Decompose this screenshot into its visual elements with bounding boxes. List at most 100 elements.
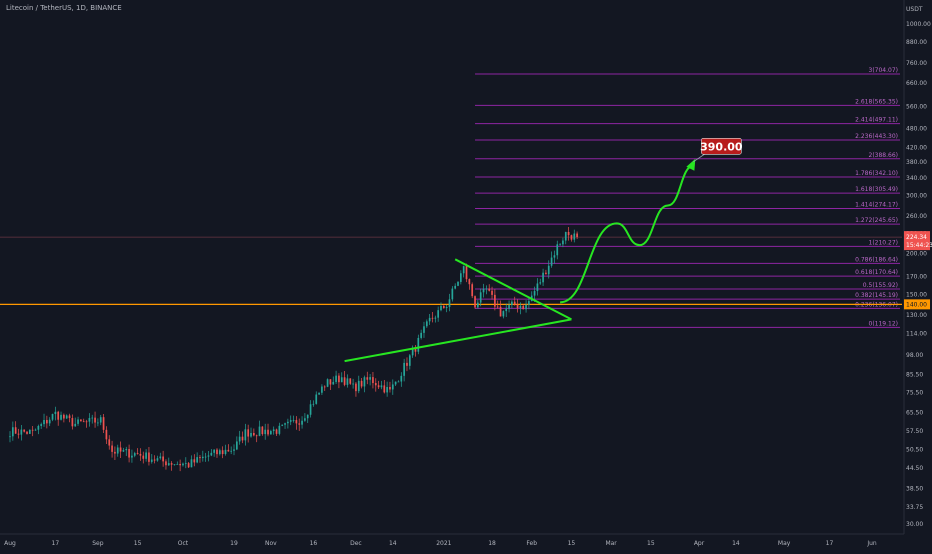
candle-body: [48, 419, 51, 424]
candle-body: [216, 449, 218, 455]
candle-body: [304, 418, 306, 421]
candle-body: [556, 244, 559, 256]
price-tick-label: 300.00: [906, 193, 927, 200]
candle-body: [46, 419, 48, 424]
time-tick-label: 17: [826, 540, 834, 547]
candle-body: [289, 420, 292, 422]
time-tick-label: 18: [488, 540, 496, 547]
candle-body: [357, 380, 360, 392]
trendline-falling: [454, 258, 572, 321]
candle-body: [298, 423, 301, 425]
candle-body: [403, 362, 405, 376]
candle-body: [315, 394, 318, 404]
candle-body: [102, 417, 105, 430]
candle-body: [306, 414, 309, 419]
price-tick-label: 420.00: [906, 145, 927, 152]
candle-body: [159, 456, 162, 459]
price-tick-label: 65.50: [906, 410, 923, 417]
candle-body: [156, 458, 159, 461]
price-tick-label: 38.50: [906, 485, 923, 492]
candle-body: [326, 379, 329, 387]
candle-body: [318, 392, 320, 395]
candle-body: [40, 424, 43, 426]
fib-level-label: 2.618(565.35): [855, 98, 898, 105]
fib-level-label: 1.618(305.49): [855, 186, 898, 193]
price-tick-label: 200.00: [906, 250, 927, 257]
candle-body: [139, 453, 142, 456]
candle-body: [420, 332, 423, 338]
candle-body: [553, 255, 556, 258]
candle-body: [352, 383, 354, 385]
candle-body: [230, 450, 233, 452]
time-tick-label: Oct: [178, 540, 189, 547]
candle-body: [355, 383, 357, 392]
projection-path: [559, 164, 694, 304]
candle-body: [397, 381, 400, 383]
candle-body: [414, 348, 417, 352]
time-tick-label: Nov: [265, 540, 277, 547]
candle-body: [287, 421, 289, 424]
candle-body: [184, 463, 187, 464]
candle-body: [74, 423, 77, 427]
candle-body: [499, 306, 502, 317]
candle-body: [448, 299, 451, 308]
candle-body: [508, 305, 510, 309]
candle-body: [400, 375, 403, 382]
candle-body: [380, 385, 383, 388]
price-tick-label: 1000.00: [906, 21, 931, 28]
candle-body: [309, 404, 312, 415]
candle-body: [562, 240, 564, 245]
fib-level-label: 2(388.66): [869, 152, 899, 159]
time-tick-label: Jun: [866, 540, 877, 547]
candle-body: [150, 459, 153, 462]
candle-body: [576, 233, 578, 238]
price-tick-label: 57.50: [906, 428, 923, 435]
candle-body: [474, 296, 476, 308]
candle-body: [182, 463, 184, 466]
candle-body: [114, 451, 116, 454]
candle-body: [14, 427, 17, 434]
price-tick-label: 114.00: [906, 331, 927, 338]
candle-body: [235, 441, 238, 450]
candle-body: [477, 302, 479, 308]
price-tick-label: 760.00: [906, 60, 927, 67]
candle-body: [77, 419, 79, 424]
price-axis-background: [904, 0, 932, 550]
candle-body: [292, 420, 295, 421]
candle-body: [148, 452, 150, 462]
candle-body: [255, 435, 258, 437]
candle-body: [125, 449, 128, 451]
candle-body: [545, 272, 547, 275]
fib-level-label: 2.236(443.30): [855, 133, 898, 140]
candle-body: [57, 411, 60, 420]
candle-body: [267, 429, 269, 435]
candle-body: [26, 431, 28, 434]
candle-body: [199, 457, 201, 459]
candle-body: [332, 381, 335, 385]
candle-body: [431, 317, 434, 319]
time-tick-label: 2021: [436, 540, 451, 547]
candle-body: [406, 362, 408, 366]
candle-body: [338, 375, 340, 383]
candle-body: [519, 305, 522, 309]
candle-body: [445, 307, 448, 309]
price-tick-label: 75.50: [906, 389, 923, 396]
candle-body: [423, 326, 425, 333]
time-tick-label: 16: [310, 540, 318, 547]
candle-body: [536, 283, 539, 292]
candle-body: [528, 301, 530, 305]
candle-body: [281, 424, 284, 426]
candle-body: [564, 231, 567, 241]
candle-body: [153, 459, 156, 461]
candle-body: [37, 425, 40, 430]
candle-body: [65, 415, 68, 419]
price-tick-label: 50.50: [906, 447, 923, 454]
candle-body: [502, 311, 505, 317]
candle-body: [145, 452, 147, 459]
candle-body: [312, 403, 315, 405]
candle-body: [218, 450, 221, 455]
candle-body: [97, 422, 99, 424]
candle-body: [270, 431, 272, 435]
